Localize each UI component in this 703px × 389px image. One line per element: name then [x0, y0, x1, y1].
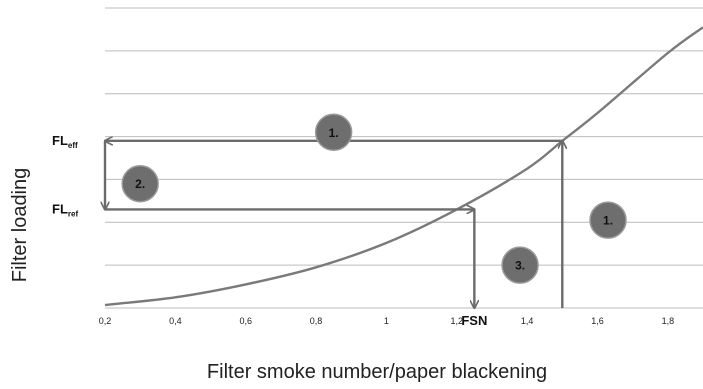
fl-ref-label: FLref: [52, 201, 78, 218]
y-axis-title: Filter loading: [9, 168, 31, 283]
step-badge-label: 1.: [329, 126, 339, 140]
fl-ref-main: FL: [52, 201, 68, 216]
step-badge: 3.: [501, 246, 539, 284]
x-tick-label: 0,6: [239, 316, 252, 326]
step-badge-circle: [314, 113, 353, 152]
x-tick-labels: 0,2 0,4 0,6 0,8 1 1,2 1,4 1,6 1,8: [99, 316, 674, 326]
step-badges: 1. 2. 3. 1.: [121, 113, 627, 284]
step-badge: 1.: [589, 201, 627, 239]
x-tick-label: 0,8: [310, 316, 323, 326]
step-badge-label: 1.: [603, 214, 613, 228]
x-axis-title: Filter smoke number/paper blackening: [207, 361, 547, 383]
fsn-label: FSN: [461, 313, 487, 328]
x-tick-label: 0,2: [99, 316, 112, 326]
step-badge-circle: [121, 164, 159, 203]
x-tick-label: 1: [384, 316, 389, 326]
annotation-arrows: [105, 141, 562, 308]
fl-eff-sub: eff: [68, 141, 78, 150]
fl-ref-sub: ref: [68, 209, 79, 218]
x-tick-label: 1,6: [591, 316, 604, 326]
fl-eff-label: FLeff: [52, 133, 78, 150]
x-tick-label: 1,8: [662, 316, 675, 326]
step-badge: 2.: [121, 164, 159, 203]
step-badge-circle: [501, 246, 539, 284]
x-tick-label: 1,4: [521, 316, 534, 326]
x-tick-label: 1,2: [451, 316, 464, 326]
fl-eff-main: FL: [52, 133, 68, 148]
step-badge-label: 2.: [135, 177, 145, 191]
series-line: [104, 26, 703, 307]
y-gridlines: [105, 7, 703, 266]
step-badge-label: 3.: [515, 259, 525, 273]
step-badge-circle: [589, 201, 627, 239]
x-tick-label: 0,4: [169, 316, 182, 326]
step-badge: 1.: [314, 113, 353, 152]
